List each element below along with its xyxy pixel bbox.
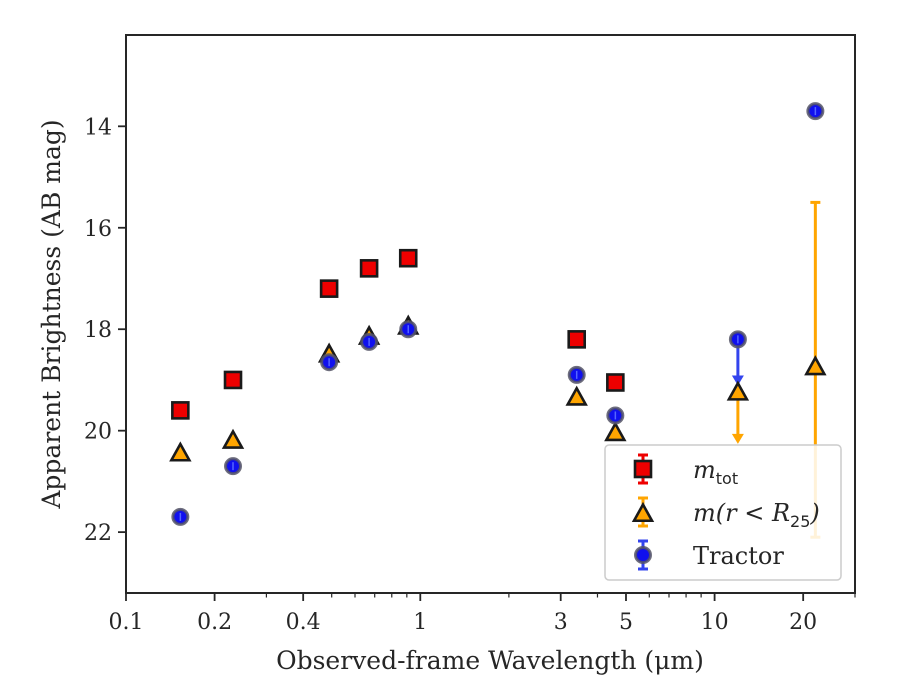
point-triangle-8 [804,355,827,376]
data-marks [169,102,827,539]
x-tick-label-6: 10 [701,610,729,635]
plot-frame [125,34,856,594]
legend-label-main: m [693,456,716,484]
y-tick-label-1: 16 [84,217,112,242]
point-square-2 [319,279,339,298]
y-tick-label-3: 20 [84,420,112,445]
legend-label-subscript: tot [716,469,738,488]
ticks: 0.1 0.2 0.4 1 3 5 10 20 14 16 18 20 22 [84,115,856,635]
x-tick-label-7: 20 [789,610,817,635]
point-triangle-7-limit-arrow [731,433,744,444]
point-circle-7-limit-arrow [731,375,744,386]
legend-label-tail: ) [809,499,819,527]
point-square-5 [567,330,587,349]
y-tick-label-4: 22 [84,521,112,546]
point-triangle-0 [169,441,192,462]
point-square-0 [171,401,190,420]
x-axis-label: Observed-frame Wavelength (μm) [276,646,704,675]
x-tick-label-5: 5 [619,610,633,635]
point-triangle-5 [565,385,588,406]
legend: mtot m(r < R25) Tractor [604,444,842,581]
legend-label-0: mtot [693,456,738,488]
legend-label-2: Tractor [693,542,784,570]
legend-label-main: m(r < R [693,499,790,527]
y-axis-label: Apparent Brightness (AB mag) [37,119,66,509]
x-tick-label-0: 0.1 [109,610,144,635]
y-tick-label-2: 18 [84,318,112,343]
legend-label-1: m(r < R25) [693,499,820,531]
x-tick-label-3: 1 [413,610,427,635]
point-square-4 [398,248,418,268]
point-square-1 [223,370,243,390]
legend-label-subscript: 25 [790,512,810,531]
legend-marker-2 [634,546,652,564]
x-tick-label-1: 0.2 [197,610,232,635]
legend-marker-1 [631,501,655,523]
point-triangle-1 [221,428,245,449]
legend-box [604,444,842,581]
x-tick-label-4: 3 [554,610,568,635]
x-tick-label-2: 0.4 [286,610,321,635]
legend-marker-0 [633,459,653,479]
point-triangle-7 [726,380,750,401]
point-square-3 [359,259,379,278]
legend-marker-2-body [634,546,652,564]
y-tick-label-0: 14 [84,115,112,140]
point-square-6 [606,373,625,392]
point-triangle-6 [604,421,627,442]
